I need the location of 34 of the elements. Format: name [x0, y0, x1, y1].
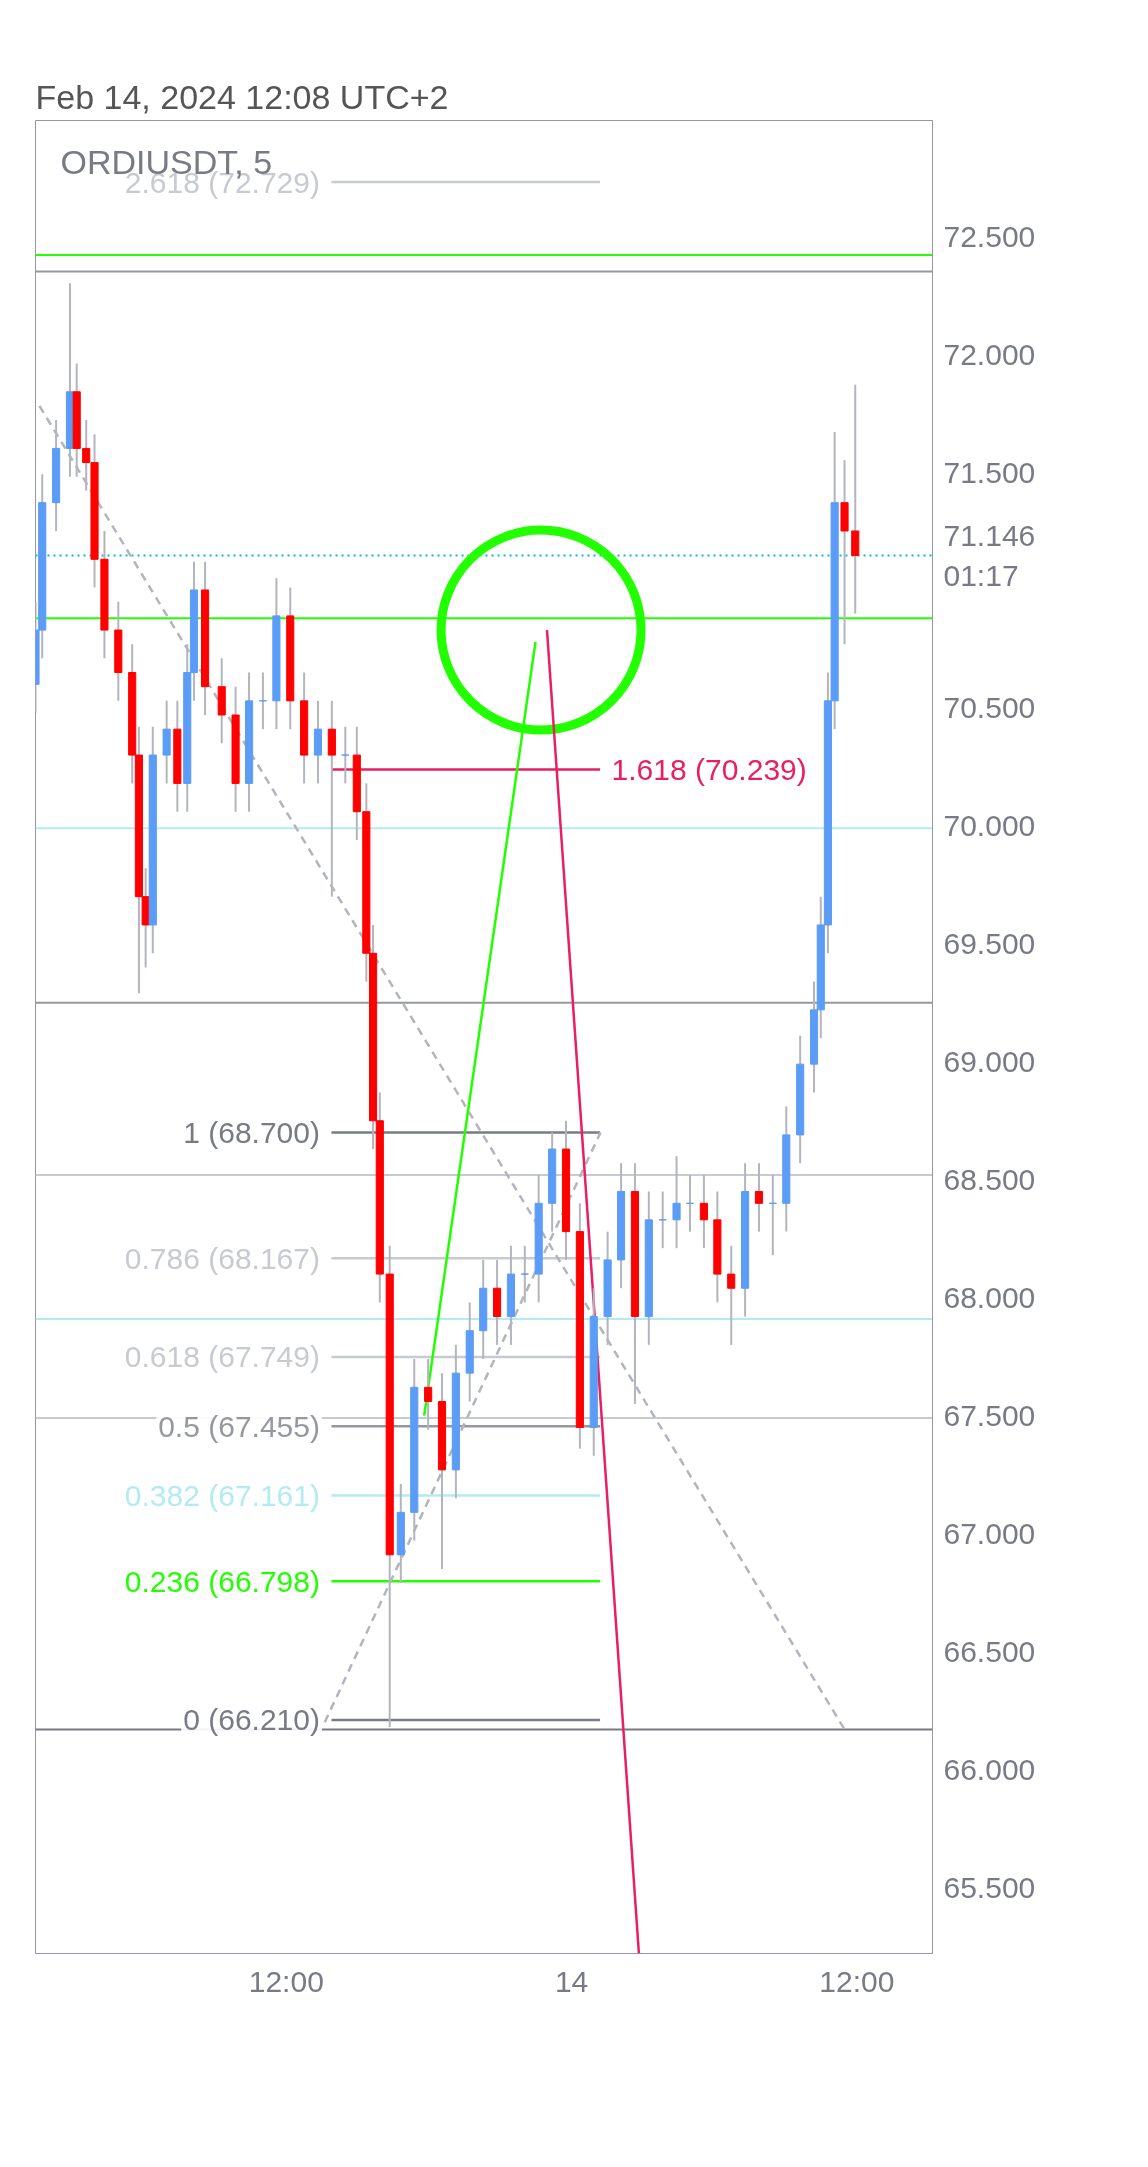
x-tick-label: 12:00	[248, 1964, 324, 1998]
series-label: 0 (66.210)	[183, 1703, 320, 1737]
y-tick-label: 71.500	[943, 455, 1036, 489]
candlestick	[672, 1155, 681, 1250]
candlestick	[851, 383, 860, 615]
y-tick-label: 68.500	[943, 1163, 1036, 1197]
y-tick-label: 67.500	[943, 1399, 1036, 1433]
series-label: 0.236 (66.798)	[124, 1564, 320, 1598]
y-tick-label: 67.000	[943, 1517, 1036, 1551]
series-label: 0.5 (67.455)	[158, 1409, 320, 1443]
y-tick-label: 72.500	[943, 219, 1036, 253]
ref-line-label: 71.146 01:17	[943, 519, 1036, 592]
x-tick-label: 14	[554, 1964, 589, 1998]
x-tick-label: 12:00	[819, 1964, 895, 1998]
candlestick	[341, 725, 350, 785]
candlestick	[327, 699, 336, 898]
candlestick	[424, 1358, 433, 1431]
y-tick-label: 69.500	[943, 927, 1036, 961]
y-tick-label: 69.000	[943, 1045, 1036, 1079]
y-tick-label: 70.000	[943, 809, 1036, 843]
candlestick	[727, 1244, 736, 1346]
series-label: 0.382 (67.161)	[124, 1479, 320, 1513]
series-label: 1.618 (70.239)	[611, 752, 807, 786]
y-tick-label: 72.000	[943, 337, 1036, 371]
candlestick	[699, 1174, 708, 1250]
text: Feb 14, 2024 12:08 UTC+2	[35, 77, 449, 116]
y-tick-label: 70.500	[943, 691, 1036, 725]
series-label: 1 (68.700)	[183, 1116, 320, 1150]
candlestick	[754, 1162, 764, 1233]
y-tick-label: 68.000	[943, 1281, 1036, 1315]
y-tick-label: 66.000	[943, 1752, 1036, 1786]
candlestick	[520, 1244, 529, 1304]
y-tick-label: 65.500	[943, 1870, 1036, 1904]
y-tick-label: 66.500	[943, 1635, 1036, 1669]
